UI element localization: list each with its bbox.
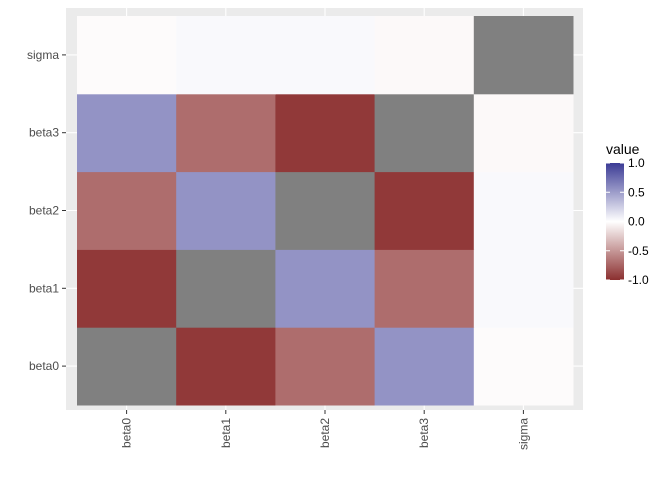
y-axis: beta0 beta1 beta2 beta3 sigma [27,48,66,373]
cell-beta2-beta0 [275,327,376,406]
cell-beta1-beta1 [176,249,276,328]
x-tick-label-beta1: beta1 [219,418,233,448]
x-tick-label-beta3: beta3 [417,418,431,448]
cell-beta0-beta1 [77,249,177,328]
legend-label: 0.5 [628,185,645,199]
legend-ticks: 1.0 0.5 0.0 -0.5 -1.0 [606,156,649,287]
x-tick-label-sigma: sigma [516,418,530,450]
y-tick-label-beta2: beta2 [29,204,59,218]
cell-sigma-beta3 [473,93,574,173]
cell-beta1-beta3 [176,93,276,173]
cell-beta0-beta0 [77,327,177,406]
y-tick-label-beta3: beta3 [29,126,59,140]
cell-beta2-beta3 [275,93,376,173]
x-tick-label-beta0: beta0 [120,418,134,448]
cell-beta0-beta3 [77,93,177,173]
cell-beta2-beta2 [275,171,376,250]
cell-sigma-sigma [473,16,574,95]
y-tick-label-beta1: beta1 [29,281,59,295]
cell-beta3-beta2 [374,171,475,250]
cell-sigma-beta0 [473,327,574,406]
cell-sigma-beta2 [473,171,574,250]
cell-beta3-sigma [374,16,475,95]
cell-beta0-sigma [77,16,177,95]
legend-label: -0.5 [628,244,649,258]
legend-label: 1.0 [628,156,645,170]
cell-beta2-sigma [275,16,376,95]
legend-label: -1.0 [628,273,649,287]
legend-colorbar [606,163,624,280]
legend-title: value [606,141,640,157]
cell-beta1-beta0 [176,327,276,406]
heatmap-cells [77,16,574,406]
legend-label: 0.0 [628,215,645,229]
cell-beta1-sigma [176,16,276,95]
cell-sigma-beta1 [473,249,574,328]
cell-beta1-beta2 [176,171,276,250]
cell-beta3-beta1 [374,249,475,328]
y-tick-label-beta0: beta0 [29,359,59,373]
x-tick-label-beta2: beta2 [318,418,332,448]
cell-beta3-beta0 [374,327,475,406]
cell-beta2-beta1 [275,249,376,328]
cell-beta3-beta3 [374,93,475,173]
x-axis: beta0 beta1 beta2 beta3 sigma [120,410,530,450]
legend: value 1.0 0.5 0.0 -0.5 -1.0 [606,141,649,287]
y-tick-label-sigma: sigma [27,48,59,62]
cell-beta0-beta2 [77,171,177,250]
